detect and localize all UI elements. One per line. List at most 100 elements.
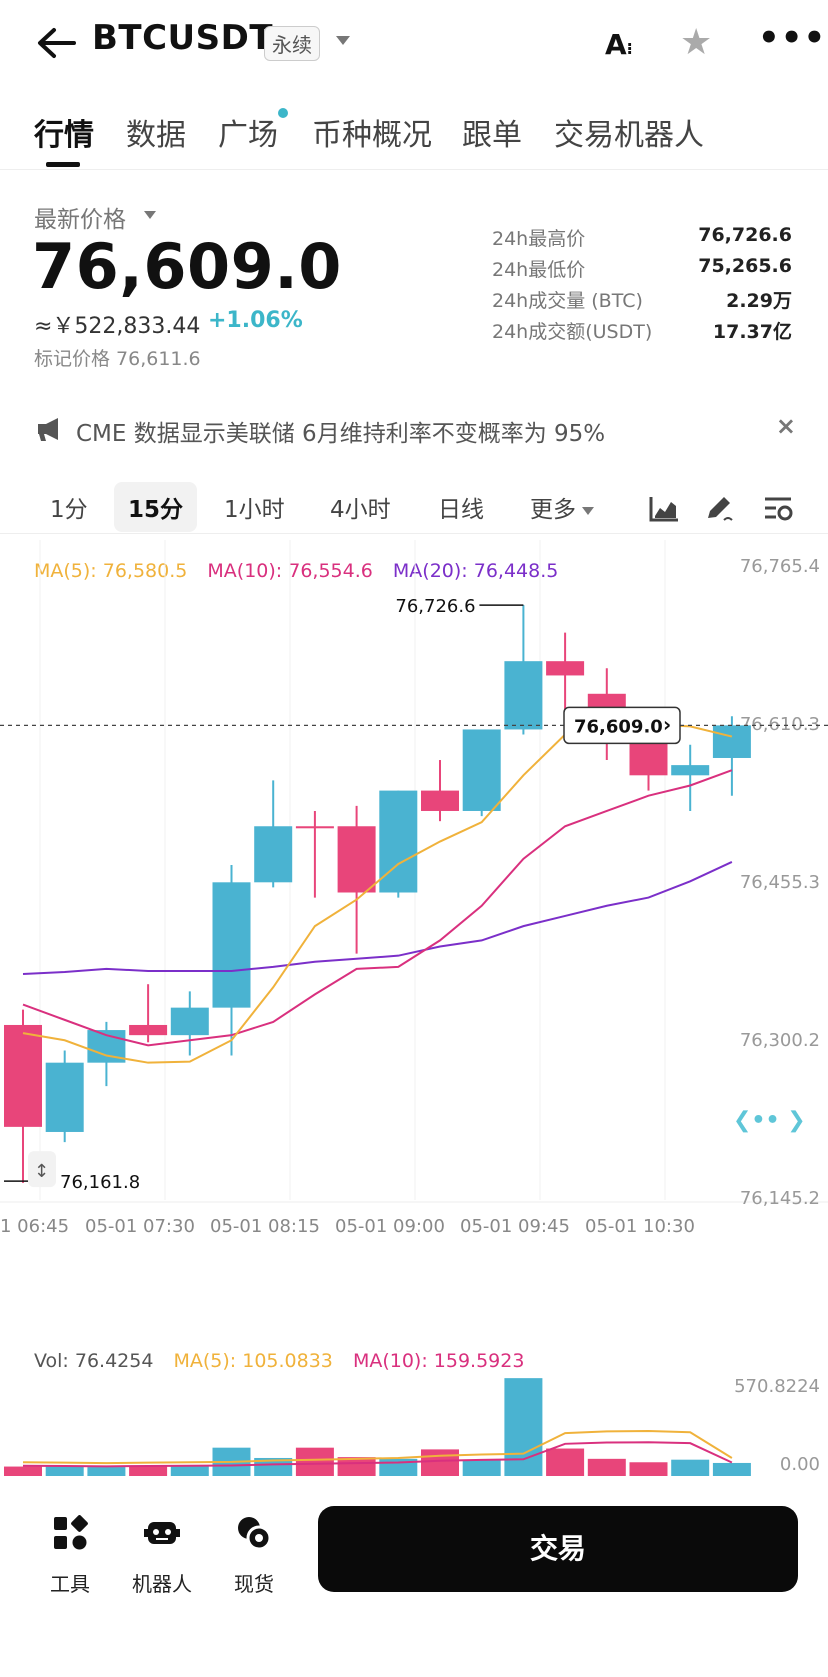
x-axis-label: 05-01 08:15 [210,1216,320,1237]
volume-ma5-line [22,1430,733,1465]
stat-label: 24h成交量 (BTC) [492,290,643,312]
x-axis-label: 05-01 10:30 [585,1216,695,1237]
last-price: 76,609.0 [32,230,342,303]
close-icon[interactable]: × [775,412,796,440]
active-tab-underline [46,162,80,167]
stat-label: 24h成交额(USDT) [492,321,653,343]
volume-bar [587,1458,626,1476]
spot-icon [238,1517,272,1551]
tab-square[interactable]: 广场 [218,118,278,153]
candle-body [129,1024,168,1036]
volume-chart[interactable]: 570.8224 0.00 [0,1370,828,1480]
volume-bar [462,1459,501,1476]
current-price-tag-label: 76,609.0 [574,716,663,737]
star-icon[interactable]: ★ [680,22,713,63]
candle-body [712,725,751,758]
stat-low: 24h最低价 75,265.6 [492,255,792,283]
volume-bar [337,1457,376,1476]
y-axis-label: 76,455.3 [740,872,820,893]
interval-more[interactable]: 更多 [516,482,608,532]
x-axis-label: 05-01 09:00 [335,1216,445,1237]
tab-market[interactable]: 行情 [34,118,94,153]
interval-1h[interactable]: 1小时 [224,497,285,523]
tab-copy-trade[interactable]: 跟单 [462,118,522,153]
trade-button[interactable]: 交易 [318,1506,798,1592]
bottom-action-bar: 工具 机器人 现货 交易 [0,1480,828,1677]
y-axis-label: 76,610.3 [740,714,820,735]
high-marker-label: 76,726.6 [395,596,475,617]
interval-4h[interactable]: 4小时 [330,497,391,523]
price-change-percent: +1.06% [208,308,303,333]
interval-1m[interactable]: 1分 [50,497,88,523]
ma-legend: MA(5): 76,580.5 MA(10): 76,554.6 MA(20):… [34,560,572,582]
candle-body [671,765,710,776]
resize-arrow-icon: ↕ [34,1161,49,1182]
volume-bar [129,1466,168,1476]
candle-body [295,826,334,829]
interval-daily[interactable]: 日线 [438,497,484,523]
ma5-line [22,721,733,1064]
volume-y-max-label: 570.8224 [734,1376,820,1397]
spot-button[interactable]: 现货 [214,1514,294,1597]
news-notice[interactable]: CME 数据显示美联储 6月维持利率不变概率为 95% × [36,412,796,447]
chart-type-icon[interactable] [648,494,680,524]
volume-bar [629,1462,668,1476]
candle-body [45,1062,84,1132]
x-axis-label: 05-01 09:45 [460,1216,570,1237]
font-size-icon[interactable]: A⁝ [605,28,633,61]
y-axis-label: 76,300.2 [740,1030,820,1051]
interval-bar: 1分 15分 1小时 4小时 日线 更多 [0,474,828,534]
volume-value: Vol: 76.4254 [34,1350,154,1372]
volume-ma10-line [22,1441,733,1468]
robot-button[interactable]: 机器人 [122,1514,202,1597]
chevron-right-icon: › [663,712,671,736]
current-price-tag [563,706,681,745]
volume-bar [671,1459,710,1476]
floating-widget-icon: ❮•• ❯ [733,1108,806,1133]
tools-button[interactable]: 工具 [30,1514,110,1597]
ma10-line [22,769,733,1047]
main-tabs: 行情 数据 广场 币种概况 跟单 交易机器人 [0,100,828,170]
volume-ma5-value: MA(5): 105.0833 [173,1350,333,1372]
candle-body [546,661,585,676]
symbol-title[interactable]: BTCUSDT [92,18,274,58]
x-axis-label: 05-01 07:30 [85,1216,195,1237]
price-type-label[interactable]: 最新价格 [34,207,126,233]
top-bar: BTCUSDT 永续 A⁝ ★ ••• [0,0,828,86]
candlestick-chart[interactable]: 76,765.4 76,610.3 76,455.3 76,300.2 76,145.2… [0,530,828,1330]
price-type-dropdown-icon[interactable] [144,211,156,219]
stat-high: 24h最高价 76,726.6 [492,224,792,252]
tab-coin-overview[interactable]: 币种概况 [312,118,432,153]
stat-value: 2.29万 [726,290,792,312]
stat-label: 24h最低价 [492,259,586,281]
volume-bar [4,1466,42,1476]
volume-y-min-label: 0.00 [780,1454,820,1475]
stat-turnover-usdt: 24h成交额(USDT) 17.37亿 [492,317,792,345]
candle-body [379,790,418,893]
interval-15m[interactable]: 15分 [114,482,198,532]
cny-price: ≈￥522,833.44 [34,314,201,339]
tab-trading-bot[interactable]: 交易机器人 [554,118,704,153]
volume-bar [712,1462,751,1476]
symbol-dropdown-icon[interactable] [336,36,350,45]
contract-type-badge: 永续 [264,26,320,61]
stat-value: 17.37亿 [712,321,792,343]
volume-bar [504,1378,543,1476]
back-arrow-icon[interactable] [36,26,76,60]
robot-icon [144,1522,180,1544]
y-axis-label: 76,145.2 [740,1188,820,1209]
chart-settings-icon[interactable] [762,494,794,524]
low-marker-label: 76,161.8 [60,1172,140,1193]
drawing-tool-icon[interactable] [704,494,736,524]
notice-text: CME 数据显示美联储 6月维持利率不变概率为 95% [76,421,606,447]
ma20-value: MA(20): 76,448.5 [392,560,559,582]
ma5-value: MA(5): 76,580.5 [34,560,188,582]
volume-bar [45,1466,84,1476]
tab-data[interactable]: 数据 [126,118,186,153]
mark-price: 标记价格 76,611.6 [34,348,201,370]
ma20-line [22,861,733,976]
robot-label: 机器人 [132,1572,192,1596]
more-icon[interactable]: ••• [758,18,827,58]
candle-body [421,790,459,811]
volume-bar [295,1447,334,1476]
